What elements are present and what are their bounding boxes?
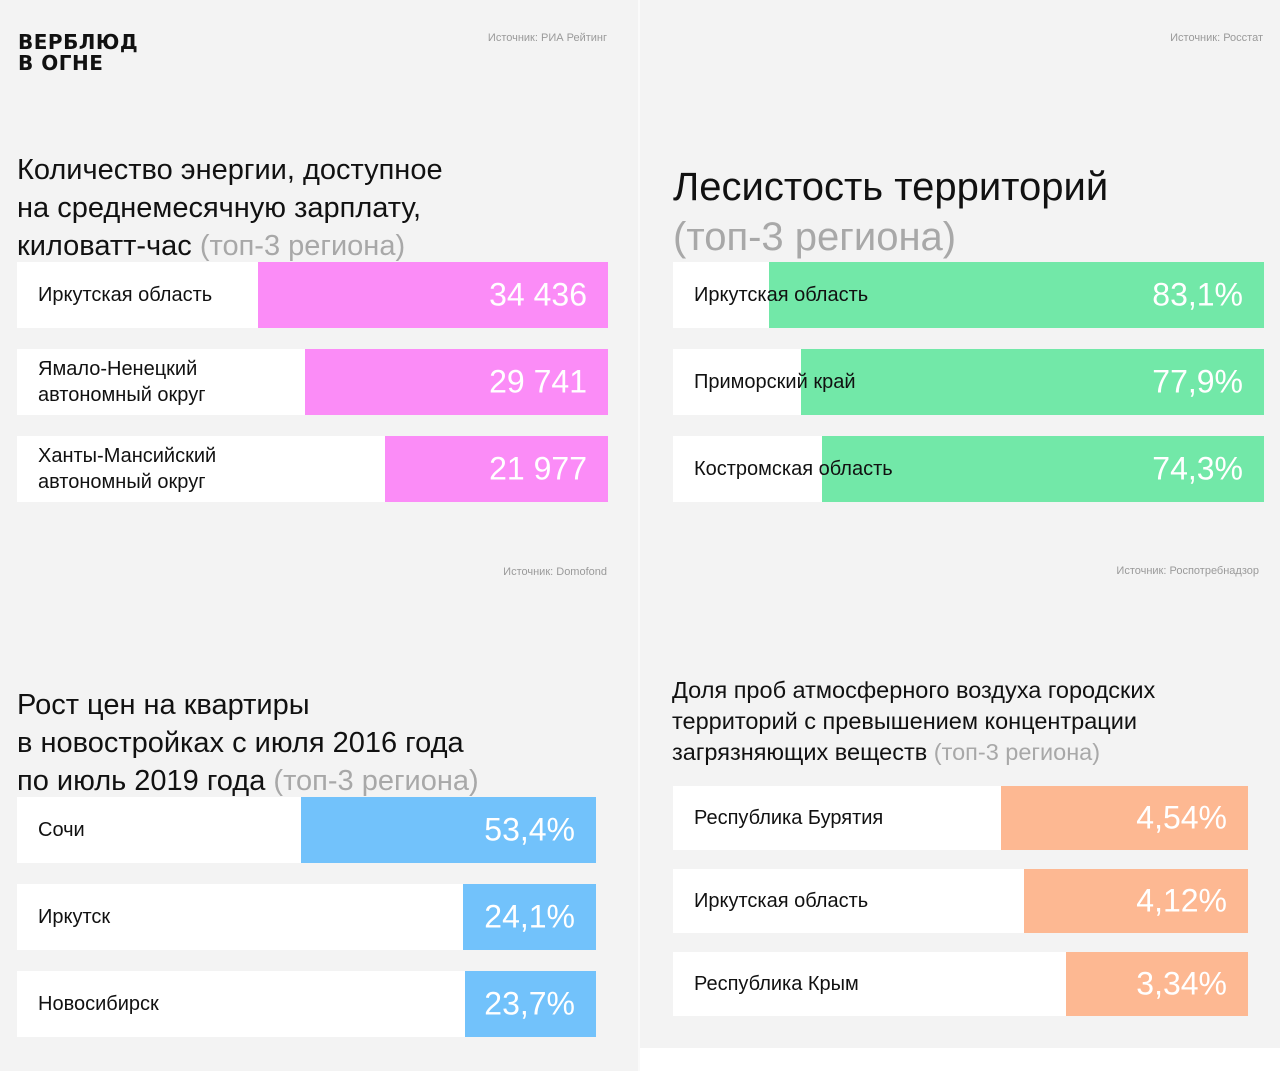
chart-energy-title-main: Количество энергии, доступное на среднем… — [17, 154, 443, 262]
chart-prices-title-muted: (топ-3 региона) — [273, 765, 479, 797]
bar-row: Костромская область 74,3% — [673, 436, 1264, 502]
chart-forest-title-muted: (топ-3 региона) — [673, 215, 957, 259]
bar-value: 21 977 — [489, 450, 587, 487]
bar-fill — [258, 262, 608, 328]
bar-value: 29 741 — [489, 363, 587, 400]
chart-prices-source: Источник: Domofond — [503, 566, 607, 578]
bottom-strip — [640, 1048, 1280, 1071]
bar-label: Иркутск — [38, 906, 111, 928]
bar-label: Иркутская область — [38, 284, 213, 306]
bar-row: Иркутск 24,1% — [17, 884, 596, 950]
bar-fill — [1024, 869, 1248, 933]
bar-label: Иркутская область — [694, 890, 869, 912]
bar-value: 4,12% — [1136, 882, 1227, 919]
bar-label: Иркутская область — [694, 284, 869, 306]
bar-value: 23,7% — [484, 985, 575, 1022]
bar-value: 34 436 — [489, 276, 587, 313]
chart-energy-source: Источник: РИА Рейтинг — [487, 32, 607, 44]
bar-row: Ханты-Мансийский автономный округ 21 977 — [17, 436, 608, 502]
chart-forest-source: Источник: Росстат — [1170, 32, 1263, 44]
bar-fill — [822, 436, 1264, 502]
logo-line-1: ВЕРБЛЮД — [18, 30, 139, 54]
bar-row: Иркутская область 4,12% — [673, 869, 1248, 933]
bar-fill — [1001, 786, 1248, 850]
bar-row: Республика Бурятия 4,54% — [673, 786, 1248, 850]
bar-value: 4,54% — [1136, 799, 1227, 836]
chart-air-title-muted: (топ-3 региона) — [933, 739, 1101, 765]
bar-label: Республика Бурятия — [694, 807, 884, 829]
bar-label: Сочи — [38, 819, 85, 841]
bar-row: Республика Крым 3,34% — [673, 952, 1248, 1016]
bar-label: Ямало-Ненецкий автономный округ — [38, 358, 206, 406]
bar-row: Сочи 53,4% — [17, 797, 596, 863]
chart-air-source: Источник: Роспотребнадзор — [1116, 565, 1259, 577]
bar-row: Новосибирск 23,7% — [17, 971, 596, 1037]
bar-fill — [385, 436, 608, 502]
bar-value: 3,34% — [1136, 965, 1227, 1002]
logo-line-2: В ОГНЕ — [18, 51, 104, 75]
bar-label: Республика Крым — [694, 973, 859, 995]
panel-divider — [638, 0, 640, 1071]
bar-fill — [769, 262, 1264, 328]
bar-row: Приморский край 77,9% — [673, 349, 1264, 415]
bar-fill — [465, 971, 596, 1037]
bar-label: Новосибирск — [38, 993, 159, 1015]
chart-forest-title: Лесистость территорий (топ-3 региона) — [673, 112, 1273, 262]
bar-label: Костромская область — [694, 458, 893, 480]
bar-fill — [305, 349, 608, 415]
bar-label: Ханты-Мансийский автономный округ — [38, 445, 217, 493]
chart-air-title: Доля проб атмосферного воздуха городских… — [672, 644, 1272, 768]
chart-prices-title: Рост цен на квартиры в новостройках с ию… — [17, 648, 627, 800]
bar-value: 24,1% — [484, 898, 575, 935]
chart-prices-title-main: Рост цен на квартиры в новостройках с ию… — [17, 689, 464, 797]
chart-energy-title-muted: (топ-3 региона) — [199, 230, 406, 262]
bar-fill — [463, 884, 596, 950]
chart-forest-title-main: Лесистость территорий — [673, 165, 1109, 209]
bar-fill — [1066, 952, 1248, 1016]
bar-row: Иркутская область 83,1% — [673, 262, 1264, 328]
brand-logo: ВЕРБЛЮД В ОГНЕ — [18, 32, 138, 74]
chart-energy-title: Количество энергии, доступное на среднем… — [17, 113, 627, 265]
bar-value: 77,9% — [1152, 363, 1243, 400]
bar-value: 83,1% — [1152, 276, 1243, 313]
bar-row: Ямало-Ненецкий автономный округ 29 741 — [17, 349, 608, 415]
bar-value: 74,3% — [1152, 450, 1243, 487]
bar-fill — [301, 797, 596, 863]
bar-row: Иркутская область 34 436 — [17, 262, 608, 328]
bar-fill — [801, 349, 1264, 415]
chart-air-title-main: Доля проб атмосферного воздуха городских… — [672, 677, 1156, 765]
bar-value: 53,4% — [484, 811, 575, 848]
bar-label: Приморский край — [694, 371, 856, 393]
